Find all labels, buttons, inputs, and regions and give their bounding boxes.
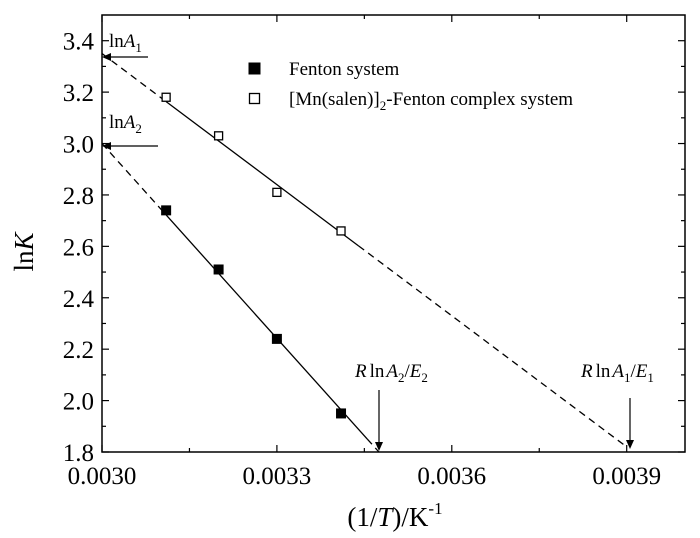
fit-line-1-fit <box>165 101 359 247</box>
y-tick-label: 2.2 <box>63 337 94 364</box>
x-axis-title-open: (1/ <box>347 502 377 532</box>
y-axis-title: lnK <box>9 231 39 272</box>
x-axis-title: (1/T)/K-1 <box>347 499 442 532</box>
plot-frame <box>101 14 686 453</box>
y-axis-title-prefix: ln <box>9 250 39 272</box>
y-tick-label: 2.4 <box>63 286 95 313</box>
y-tick-label: 3.0 <box>63 132 94 159</box>
x-tick-label: 0.0030 <box>68 463 137 490</box>
axis-ticks: 0.0030 0.0033 0.0036 0.0039 1.8 2.0 2.2 2.4 2.6 2… <box>63 15 685 490</box>
x-axis-title-sup: -1 <box>428 499 442 518</box>
x-axis-title-close: )/K <box>392 502 428 532</box>
y-tick-label: 3.4 <box>63 29 95 56</box>
y-tick-label: 1.8 <box>63 440 94 467</box>
data-markers <box>161 92 347 419</box>
y-tick-label: 3.2 <box>63 80 94 107</box>
y-axis-title-var: K <box>9 231 39 252</box>
legend-label-mn-salen-main: [Mn(salen)] <box>289 89 380 110</box>
annotation-lnA2-label: lnA2 <box>109 112 142 136</box>
fit-line-1-extrapolation-right <box>358 245 628 448</box>
fit-line-0-extrapolation-left <box>101 143 167 216</box>
annotation-lnA1-arrowhead <box>102 53 111 61</box>
legend: Fenton system [Mn(salen)]2-Fenton comple… <box>248 59 573 113</box>
data-point-series-0 <box>271 333 282 344</box>
data-point-series-0 <box>213 264 224 275</box>
annotation-RlnA1E1-arrowhead <box>626 440 634 449</box>
data-point-series-1 <box>336 226 346 236</box>
x-tick-label: 0.0033 <box>243 463 312 490</box>
data-point-series-1 <box>161 92 171 102</box>
fit-line-0-extrapolation-right <box>366 438 380 453</box>
plot-area <box>101 14 686 453</box>
fit-lines <box>101 53 628 453</box>
data-point-series-0 <box>336 408 347 419</box>
legend-label-mn-salen-suffix: -Fenton complex system <box>386 89 573 110</box>
x-axis-title-var: T <box>377 502 394 532</box>
annotation-RlnA2E2-arrowhead <box>375 442 383 451</box>
fit-line-1-extrapolation-left <box>101 53 167 103</box>
fit-line-0-fit <box>165 214 368 440</box>
annotation-lnA2: lnA2 <box>102 112 158 150</box>
annotation-lnA1-label: lnA1 <box>109 31 142 55</box>
legend-marker-fenton <box>248 62 261 75</box>
data-point-series-0 <box>161 205 172 216</box>
y-tick-label: 2.0 <box>63 389 94 416</box>
legend-label-mn-salen-sub: 2 <box>380 98 387 113</box>
data-point-series-1 <box>213 131 224 141</box>
x-tick-label: 0.0039 <box>592 463 661 490</box>
annotation-lnA2-arrowhead <box>102 142 111 150</box>
annotation-lnA1: lnA1 <box>102 31 148 61</box>
legend-marker-mn-salen <box>248 92 261 105</box>
y-tick-label: 2.6 <box>63 234 94 261</box>
legend-label-mn-salen: [Mn(salen)]2-Fenton complex system <box>289 89 573 113</box>
y-tick-label: 2.8 <box>63 183 94 210</box>
x-tick-label: 0.0036 <box>417 463 486 490</box>
data-point-series-1 <box>272 187 282 198</box>
legend-label-fenton: Fenton system <box>289 59 400 80</box>
